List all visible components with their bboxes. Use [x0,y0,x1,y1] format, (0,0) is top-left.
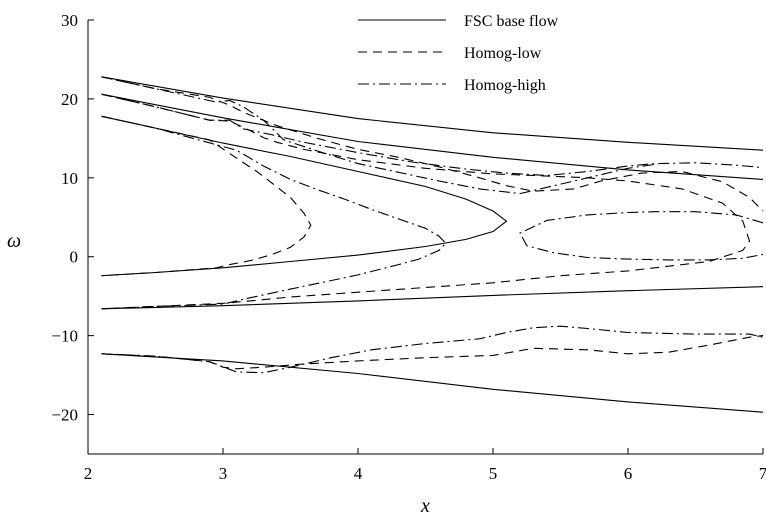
series-1-curve-1 [101,93,751,310]
legend-label-2: Homog-high [464,77,546,94]
y-axis-ticks: −20 −10 0 10 20 30 [51,11,94,425]
x-tick-label: 7 [759,464,766,483]
x-tick-label: 2 [84,464,93,483]
series-1-curve-3 [101,335,764,370]
series-2-curve-3 [519,211,764,261]
legend: FSC base flow Homog-low Homog-high [358,13,559,94]
plot-frame [87,20,763,455]
series-0-curve-0 [101,76,764,151]
series-0-curve-1 [101,93,764,180]
x-tick-label: 6 [624,464,633,483]
legend-label-1: Homog-low [464,45,542,62]
x-tick-label: 5 [489,464,498,483]
series-1-curve-2 [101,76,764,212]
series-2-curve-1 [101,93,764,177]
y-tick-label: 0 [70,248,79,267]
x-axis-ticks: 2 3 4 5 6 7 [84,448,766,483]
x-tick-label: 3 [219,464,228,483]
series-2-curve-4 [101,325,764,374]
y-axis-label: ω [7,230,21,252]
series-1-curve-0 [101,115,312,277]
series-0-curve-2 [101,115,508,277]
series-2-curve-0 [101,115,447,310]
series-0-curve-4 [101,353,764,413]
curves [101,76,764,413]
y-tick-label: −10 [51,327,78,346]
series-2-curve-2 [101,76,656,195]
y-tick-label: 20 [61,90,78,109]
x-tick-label: 4 [354,464,363,483]
legend-label-0: FSC base flow [464,13,559,30]
series-0-curve-3 [101,286,764,310]
y-tick-label: 30 [61,11,78,30]
y-tick-label: −20 [51,406,78,425]
y-tick-label: 10 [61,169,78,188]
x-axis-label: x [420,495,430,517]
